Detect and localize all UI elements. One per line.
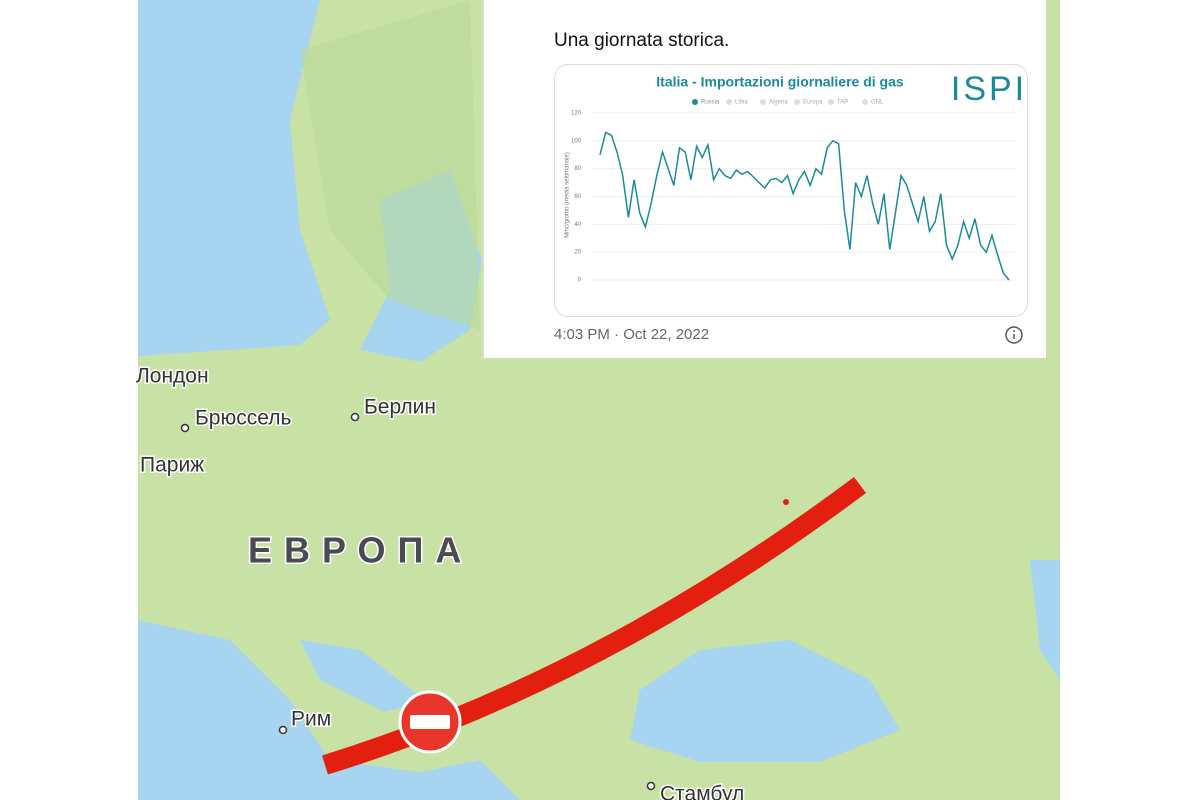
y-tick-label: 0 [578,278,582,284]
logo: ISPI [951,70,1027,108]
tweet-timestamp: 4:03 PM · Oct 22, 2022 [554,326,710,343]
city-dot [646,781,656,791]
info-icon[interactable] [1004,325,1024,345]
chart-card: Italia - Importazioni giornaliere di gas… [554,64,1028,317]
city-label: Париж [140,454,204,477]
legend-marker [828,99,834,105]
y-tick-label: 40 [574,222,581,228]
city-dot [350,412,360,422]
legend-marker [692,99,698,105]
mediterranean [138,620,520,800]
legend-label: Russia [701,100,720,106]
adriatic [300,640,425,712]
scandinavia [300,0,480,330]
y-axis-label: Mmc/giorno (media settimanale) [565,152,571,238]
chart: Italia - Importazioni giornaliere di gas… [565,70,1027,284]
y-tick-label: 100 [571,138,582,144]
city-label: Рим [291,708,331,731]
legend-label: GNL [871,100,884,106]
data-line [599,131,1010,281]
city-dot [180,423,190,433]
tweet-text: Una giornata storica. [554,30,730,51]
legend-marker [794,99,800,105]
legend-label: Algeria [769,100,788,106]
legend-label: Libia [735,100,748,106]
y-tick-label: 80 [574,166,581,172]
black-sea [630,640,900,762]
legend-marker [862,99,868,105]
caspian-sea [1030,560,1060,680]
city-label: Берлин [364,396,436,419]
legend-label: TAP [837,100,848,106]
legend-label: Europa [803,100,823,106]
y-tick-label: 60 [574,194,581,200]
legend-marker [760,99,766,105]
city-dot [783,499,789,505]
chart-title: Italia - Importazioni giornaliere di gas [656,74,904,90]
legend-marker [726,99,732,105]
city-label: Брюссель [195,407,291,430]
city-label: Стамбул [660,783,744,800]
tweet-card: Una giornata storica. Italia - Importazi… [483,0,1046,358]
no-entry-bar [410,715,450,729]
north-sea [138,0,330,356]
region-label: ЕВРОПА [248,530,473,571]
city-label: Лондон [136,365,209,388]
city-dot [278,725,288,735]
pipeline-route [322,476,866,775]
y-tick-label: 120 [571,111,582,117]
y-tick-label: 20 [574,250,581,256]
